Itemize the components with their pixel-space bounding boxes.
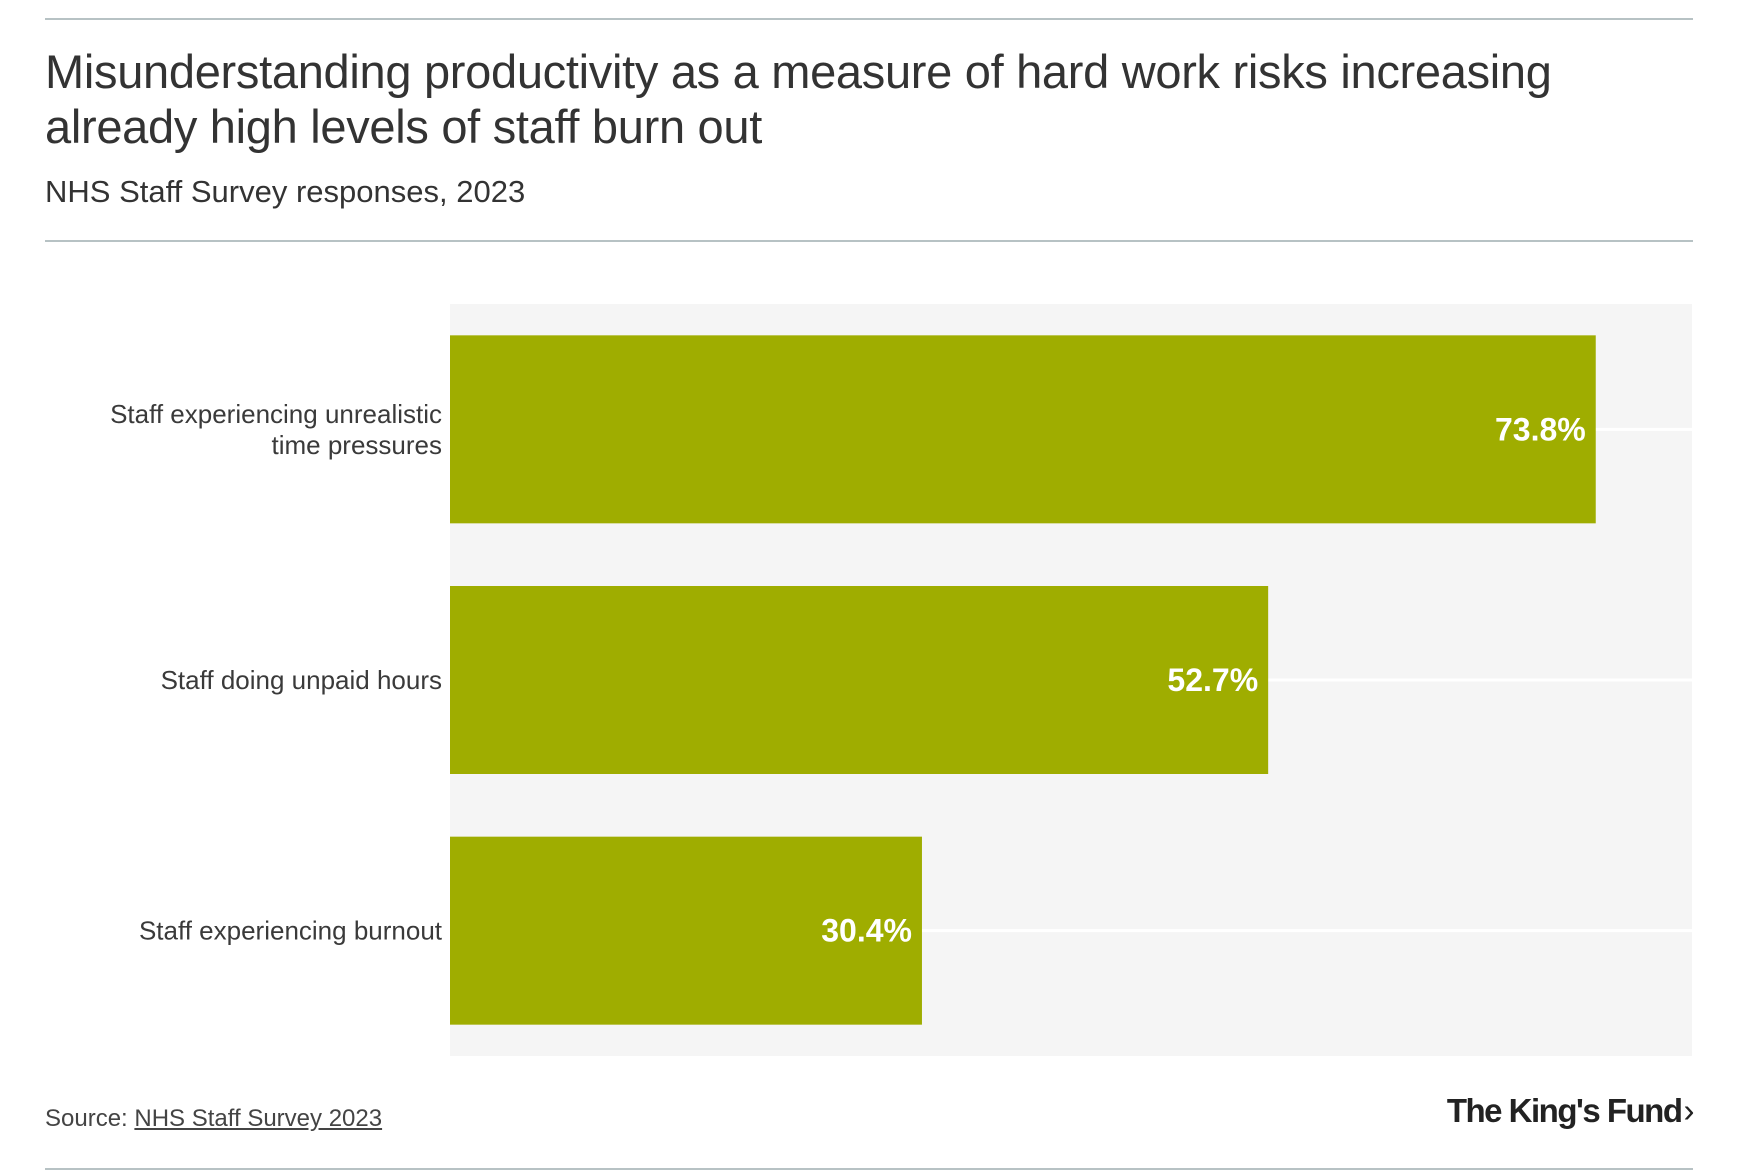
bottom-rule — [45, 1168, 1693, 1170]
category-label: Staff doing unpaid hours — [161, 665, 442, 695]
logo-text: The King's Fund — [1446, 1092, 1683, 1129]
category-label-line: Staff experiencing unrealistic — [110, 399, 442, 429]
category-label: Staff experiencing burnout — [139, 916, 443, 946]
header-divider — [45, 240, 1693, 242]
category-label-line: time pressures — [272, 430, 443, 460]
source-prefix: Source: — [45, 1105, 135, 1132]
bar — [450, 335, 1596, 524]
data-label: 52.7% — [1167, 662, 1258, 698]
data-label: 73.8% — [1495, 411, 1586, 447]
chart-title: Misunderstanding productivity as a measu… — [45, 45, 1552, 153]
category-label-line: Staff doing unpaid hours — [161, 665, 442, 695]
chart-subtitle: NHS Staff Survey responses, 2023 — [45, 174, 526, 209]
data-label: 30.4% — [821, 913, 912, 949]
category-label-line: Staff experiencing burnout — [139, 916, 443, 946]
bar — [450, 586, 1269, 774]
chevron-right-icon: › — [1683, 1092, 1695, 1129]
bar — [450, 836, 922, 1025]
category-label: Staff experiencing unrealistic time press… — [110, 399, 442, 460]
source-link[interactable]: NHS Staff Survey 2023 — [134, 1105, 383, 1132]
kings-fund-logo: The King's Fund› — [1446, 1092, 1695, 1130]
source-note: Source: NHS Staff Survey 2023 — [45, 1105, 382, 1133]
top-rule — [45, 18, 1693, 20]
